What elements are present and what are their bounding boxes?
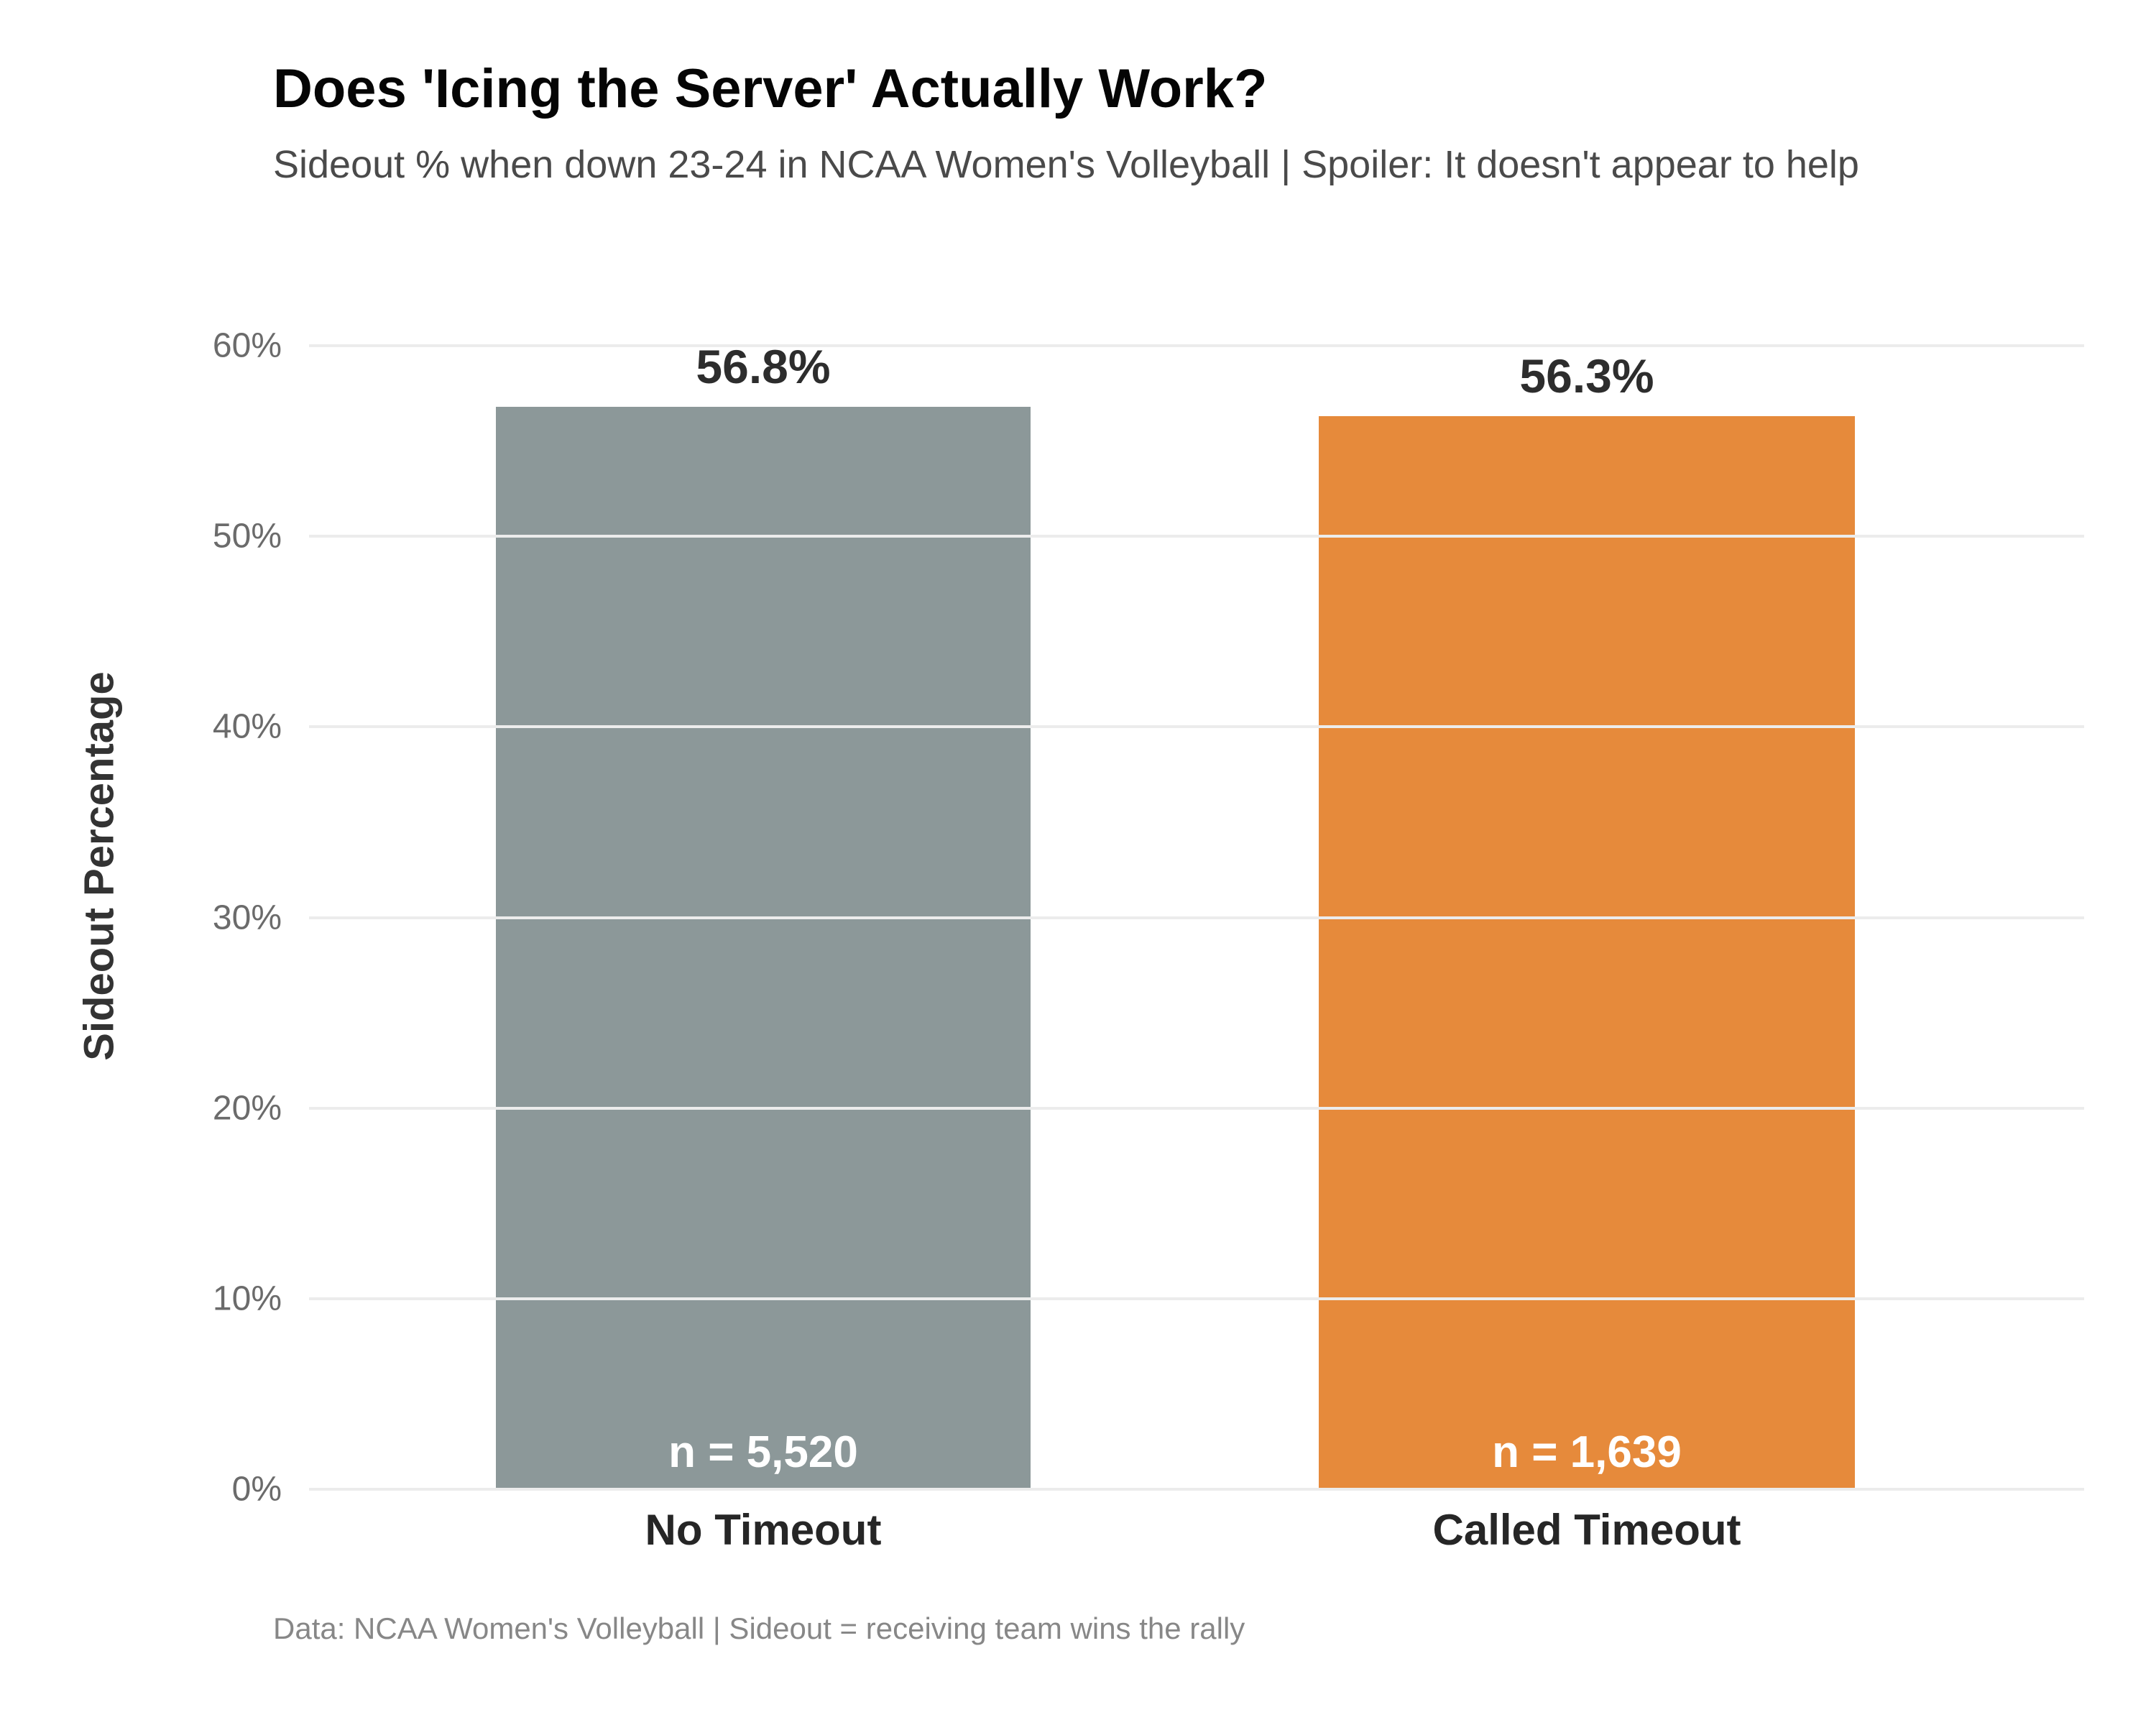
y-tick-label-0%: 0% (231, 1470, 282, 1509)
gridline-10% (309, 1297, 2084, 1300)
chart-subtitle: Sideout % when down 23-24 in NCAA Women'… (273, 143, 1859, 186)
x-axis-label-no-timeout: No Timeout (645, 1506, 882, 1554)
gridline-40% (309, 725, 2084, 729)
y-tick-label-30%: 30% (212, 898, 282, 937)
gridline-30% (309, 916, 2084, 919)
gridline-60% (309, 344, 2084, 347)
source-caption: Data: NCAA Women's Volleyball | Sideout … (273, 1611, 1245, 1645)
bar-value-label: 56.3% (1519, 349, 1654, 403)
y-tick-label-40%: 40% (212, 707, 282, 746)
y-tick-label-60%: 60% (212, 326, 282, 365)
gridline-0% (309, 1488, 2084, 1491)
y-tick-label-20%: 20% (212, 1089, 282, 1128)
y-tick-label-10%: 10% (212, 1279, 282, 1318)
plot-area: 56.8% n = 5,520 56.3% n = 1,639 (309, 340, 2084, 1491)
bar-sample-size-label: n = 1,639 (1492, 1427, 1682, 1477)
bar-sample-size-label: n = 5,520 (668, 1427, 858, 1477)
bar-no-timeout[interactable]: 56.8% n = 5,520 (496, 340, 1031, 1489)
chart-title: Does 'Icing the Server' Actually Work? (273, 58, 1268, 119)
bar-called-timeout[interactable]: 56.3% n = 1,639 (1319, 349, 1855, 1489)
x-axis-label-called-timeout: Called Timeout (1432, 1506, 1741, 1554)
y-tick-label-50%: 50% (212, 517, 282, 556)
gridline-20% (309, 1106, 2084, 1110)
gridline-50% (309, 535, 2084, 538)
bar-value-label: 56.8% (696, 339, 831, 393)
